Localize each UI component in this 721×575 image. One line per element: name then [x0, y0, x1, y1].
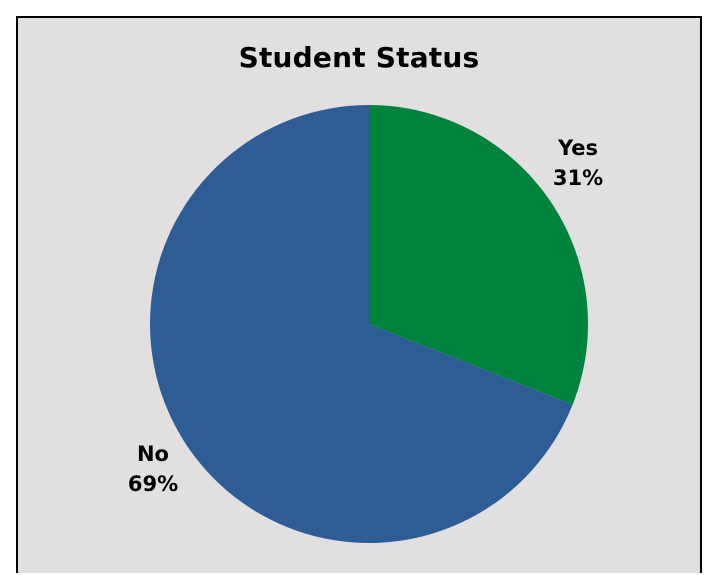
pie-slice-no — [149, 104, 573, 544]
data-label-name: No — [137, 442, 169, 466]
data-label-yes: Yes 31% — [553, 136, 603, 190]
pie-slice-yes — [369, 105, 588, 405]
data-label-name: Yes — [557, 136, 598, 160]
pie-chart: Yes 31% No 69% — [128, 104, 603, 544]
data-label-percent: 31% — [553, 166, 603, 190]
chart-area: Student Status Yes 31% No 69% — [16, 16, 702, 573]
chart-title: Student Status — [238, 41, 480, 74]
data-label-no: No 69% — [128, 442, 178, 496]
data-label-percent: 69% — [128, 472, 178, 496]
